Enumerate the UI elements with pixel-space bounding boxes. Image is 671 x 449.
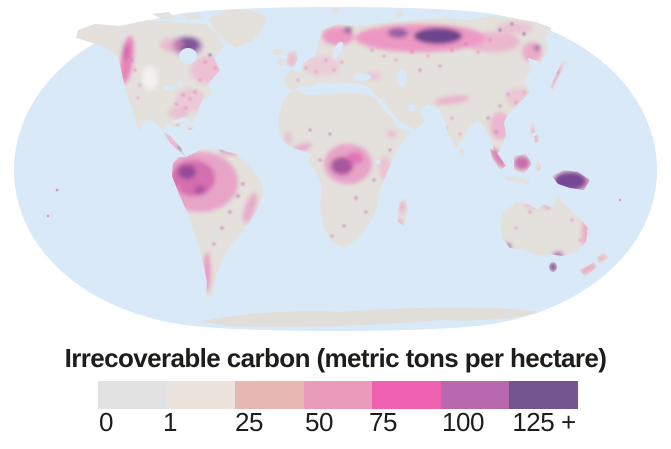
legend-tick-label: 50 — [305, 407, 333, 437]
black-sea — [353, 73, 371, 81]
legend-swatch — [235, 381, 304, 409]
great-lakes — [164, 85, 176, 91]
legend-tick-label: 100 — [442, 407, 484, 437]
world-map-container — [14, 7, 657, 331]
legend-swatch — [166, 381, 236, 409]
legend-tick-label: 0 — [99, 407, 113, 437]
ireland — [277, 58, 285, 66]
antarctica — [200, 307, 540, 327]
legend-swatch — [303, 381, 373, 409]
legend-color-bar — [98, 381, 579, 409]
map-title: Irrecoverable carbon (metric tons per he… — [64, 343, 607, 373]
legend-swatch — [509, 381, 579, 409]
legend-tick-label: 75 — [369, 407, 397, 437]
legend-swatch — [440, 381, 510, 409]
legend-tick-label: 125 + — [512, 407, 576, 437]
great-lakes-2 — [176, 82, 184, 86]
sri-lanka — [459, 148, 465, 156]
iceland — [272, 49, 282, 55]
legend-swatch — [372, 381, 441, 409]
caspian-sea — [397, 69, 407, 87]
legend-tick-label: 25 — [235, 407, 263, 437]
persian-gulf — [407, 105, 417, 111]
pacific-islands — [46, 188, 622, 218]
baltic-sea — [332, 41, 344, 59]
legend-swatch — [98, 381, 167, 409]
world-map — [14, 7, 657, 331]
hudson-bay — [179, 48, 197, 64]
lake-victoria — [375, 159, 381, 165]
inland-water — [164, 41, 417, 165]
mediterranean-west — [299, 85, 331, 95]
legend-tick-label: 1 — [163, 407, 177, 437]
mediterranean-east — [338, 83, 366, 93]
